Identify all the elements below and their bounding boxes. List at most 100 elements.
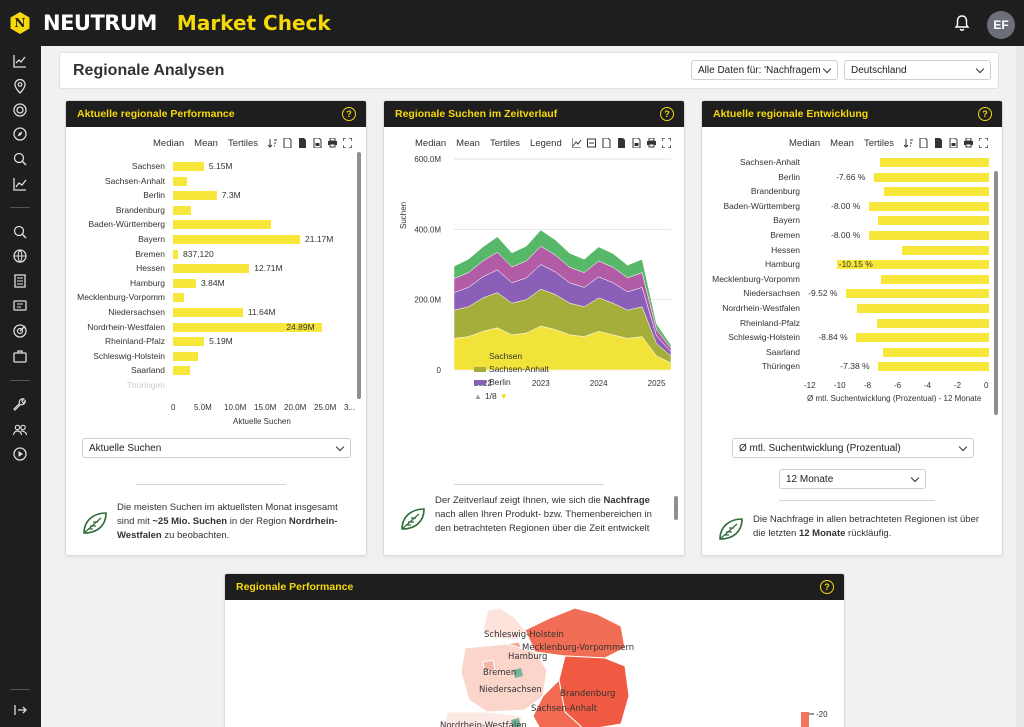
map-region-teal-marker[interactable] <box>513 668 523 678</box>
print-icon[interactable] <box>964 138 974 148</box>
tertiles-toggle[interactable]: Tertiles <box>489 137 521 149</box>
legend-pager[interactable]: ▲ 1/8 ▼ <box>474 391 508 401</box>
file-csv-icon[interactable] <box>283 138 292 148</box>
file-xlsx-icon[interactable] <box>934 138 943 148</box>
development-metric-select[interactable]: Ø mtl. Suchentwicklung (Prozentual) <box>732 438 974 458</box>
message-icon[interactable] <box>12 298 28 314</box>
zoom-out-icon[interactable] <box>586 138 596 148</box>
file-png-icon[interactable] <box>632 138 641 148</box>
globe-icon[interactable] <box>12 248 28 264</box>
file-csv-icon[interactable] <box>602 138 611 148</box>
arrow-down-icon[interactable]: ▼ <box>499 391 508 401</box>
file-png-icon[interactable] <box>949 138 958 148</box>
bar[interactable] <box>869 231 989 240</box>
mean-toggle[interactable]: Mean <box>830 137 854 149</box>
help-icon[interactable]: ? <box>978 107 992 121</box>
legend-item[interactable]: Sachsen-Anhalt <box>474 364 549 374</box>
file-xlsx-icon[interactable] <box>298 138 307 148</box>
bar[interactable] <box>173 235 301 244</box>
bar[interactable] <box>173 220 272 230</box>
map-region-bremen[interactable] <box>482 659 496 673</box>
bar[interactable] <box>173 308 243 317</box>
bar[interactable] <box>876 318 989 328</box>
bar[interactable] <box>173 249 179 259</box>
line-chart-icon[interactable] <box>571 138 581 148</box>
map-region-teal-marker[interactable] <box>511 718 521 727</box>
fullscreen-icon[interactable] <box>343 138 353 148</box>
bar[interactable] <box>879 158 989 167</box>
chart-icon[interactable] <box>12 53 28 69</box>
search-icon[interactable] <box>12 224 28 240</box>
document-icon[interactable] <box>12 273 28 289</box>
fullscreen-icon[interactable] <box>661 138 671 148</box>
card-scrollbar[interactable] <box>994 171 998 415</box>
help-icon[interactable]: ? <box>342 107 356 121</box>
bar[interactable] <box>846 289 989 299</box>
play-circle-icon[interactable] <box>12 446 28 462</box>
fullscreen-icon[interactable] <box>979 138 989 148</box>
bar[interactable] <box>882 347 989 357</box>
bar[interactable] <box>878 362 989 372</box>
bar[interactable] <box>902 245 989 255</box>
bar[interactable] <box>856 333 989 343</box>
bar[interactable] <box>173 162 204 171</box>
print-icon[interactable] <box>328 138 338 148</box>
arrow-up-icon[interactable]: ▲ <box>474 391 482 401</box>
bar[interactable] <box>173 278 197 288</box>
bar[interactable] <box>878 216 989 226</box>
print-icon[interactable] <box>646 138 656 148</box>
help-icon[interactable]: ? <box>820 580 834 594</box>
bar[interactable] <box>173 264 250 274</box>
tertiles-toggle[interactable]: Tertiles <box>863 137 895 149</box>
bar[interactable] <box>173 366 191 376</box>
bar[interactable] <box>881 274 989 284</box>
logout-icon[interactable] <box>12 702 28 718</box>
search-analytics-icon[interactable] <box>12 151 28 167</box>
map-region-schleswig-holstein[interactable] <box>482 607 526 641</box>
bar[interactable] <box>173 293 184 303</box>
file-xlsx-icon[interactable] <box>617 138 626 148</box>
file-csv-icon[interactable] <box>919 138 928 148</box>
sort-icon[interactable] <box>904 138 914 148</box>
page-scrollbar[interactable] <box>1016 46 1024 727</box>
bar[interactable] <box>173 205 191 215</box>
germany-choropleth-map[interactable]: -20 Schleswig-Holstein Mecklenburg-Vorpom… <box>225 600 845 727</box>
data-scope-select[interactable]: Alle Daten für: 'Nachfragem <box>691 60 838 80</box>
legend-item[interactable]: Sachsen <box>474 351 522 361</box>
bar[interactable] <box>173 322 323 332</box>
map-region-niedersachsen[interactable] <box>460 643 548 713</box>
region-select[interactable]: Deutschland <box>844 60 991 80</box>
file-png-icon[interactable] <box>313 138 322 148</box>
map-region-mecklenburg-vorpommern[interactable] <box>524 607 626 659</box>
sort-icon[interactable] <box>268 138 278 148</box>
bar[interactable] <box>173 191 217 201</box>
card-scrollbar[interactable] <box>674 496 678 520</box>
period-select[interactable]: 12 Monate <box>779 469 926 489</box>
median-toggle[interactable]: Median <box>789 137 821 149</box>
metric-select[interactable]: Aktuelle Suchen <box>82 438 351 458</box>
logo-icon[interactable]: N <box>10 12 30 34</box>
bar[interactable] <box>173 351 199 361</box>
legend-toggle[interactable]: Legend <box>530 137 562 149</box>
briefcase-icon[interactable] <box>12 348 28 364</box>
users-icon[interactable] <box>12 422 28 438</box>
target-icon[interactable] <box>12 102 28 118</box>
bar[interactable] <box>173 176 187 186</box>
location-pin-icon[interactable] <box>12 78 28 94</box>
map-region-sachsen-anhalt[interactable] <box>532 678 585 727</box>
median-toggle[interactable]: Median <box>415 137 447 149</box>
bar[interactable] <box>884 187 989 197</box>
bar[interactable] <box>874 172 989 182</box>
bar[interactable] <box>857 304 989 313</box>
bar[interactable] <box>869 201 989 211</box>
bar[interactable] <box>173 337 205 347</box>
wrench-icon[interactable] <box>12 397 28 413</box>
avatar[interactable]: EF <box>987 11 1015 39</box>
legend-item[interactable]: Berlin <box>474 377 511 387</box>
bar[interactable] <box>836 260 989 270</box>
card-scrollbar[interactable] <box>357 152 361 399</box>
mean-toggle[interactable]: Mean <box>456 137 480 149</box>
goal-icon[interactable] <box>12 323 28 339</box>
compass-icon[interactable] <box>12 126 28 142</box>
bell-icon[interactable] <box>954 14 970 32</box>
